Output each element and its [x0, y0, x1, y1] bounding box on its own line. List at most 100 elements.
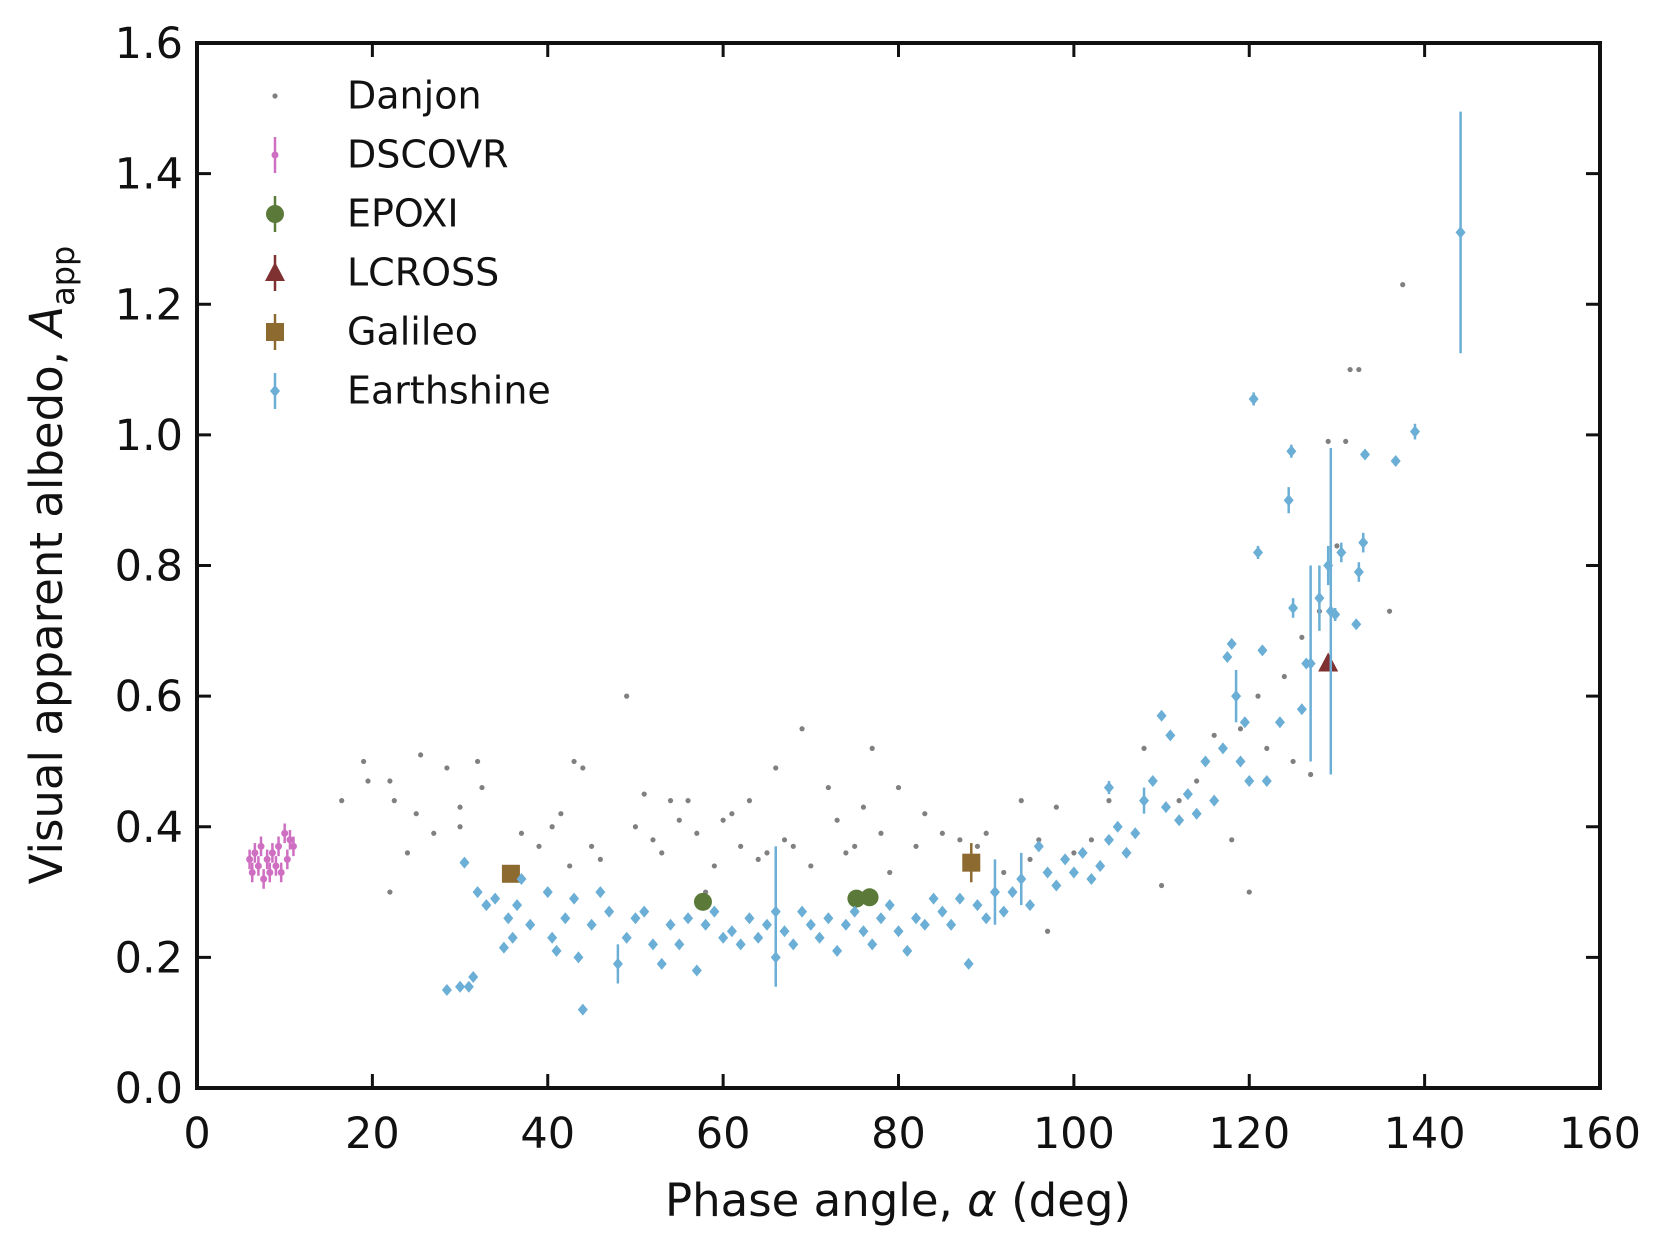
- circle-marker: [860, 888, 879, 907]
- dot: [597, 856, 603, 863]
- x-tick-label: 0: [183, 1109, 210, 1159]
- dot: [339, 798, 345, 804]
- dot: [1158, 882, 1165, 889]
- dot: [1053, 804, 1059, 810]
- diamond-marker: [1283, 494, 1294, 507]
- dot: [1018, 798, 1024, 804]
- x-label-text: Phase angle,: [665, 1174, 967, 1227]
- dot: [1246, 889, 1252, 895]
- point: [248, 868, 256, 876]
- dot: [580, 765, 586, 771]
- point: [263, 855, 271, 863]
- diamond-marker: [858, 925, 869, 938]
- diamond-marker: [1248, 392, 1259, 405]
- dot: [391, 798, 397, 804]
- dot: [1255, 693, 1261, 699]
- diamond-marker: [902, 944, 913, 957]
- diamond-marker: [1330, 608, 1341, 621]
- diamond-marker: [788, 938, 799, 951]
- dot: [457, 824, 463, 830]
- y-tick-label: 1.6: [115, 19, 183, 69]
- diamond-marker: [770, 905, 781, 918]
- diamond-marker: [840, 918, 851, 931]
- x-tick-label: 80: [871, 1109, 926, 1159]
- diamond-marker: [1257, 644, 1268, 657]
- diamond-marker: [867, 938, 878, 951]
- diamond-marker: [1359, 448, 1370, 461]
- diamond-marker: [630, 912, 641, 925]
- diamond-marker: [665, 918, 676, 931]
- point: [254, 862, 262, 870]
- diamond-marker: [1147, 775, 1158, 788]
- diamond-marker: [735, 938, 746, 951]
- circle-marker: [847, 889, 866, 908]
- dot: [711, 863, 717, 869]
- diamond-marker: [1239, 716, 1250, 729]
- x-tick-label: 120: [1208, 1109, 1290, 1159]
- diamond-marker: [1033, 840, 1044, 853]
- y-tick-label: 0.4: [115, 803, 183, 853]
- diamond-marker: [1182, 788, 1193, 801]
- legend-label: LCROSS: [347, 251, 499, 295]
- diamond-marker: [911, 912, 922, 925]
- x-tick-label: 140: [1384, 1109, 1466, 1159]
- diamond-marker: [542, 886, 553, 899]
- y-label-subscript: app: [44, 246, 82, 306]
- point: [251, 849, 259, 857]
- dot: [1141, 745, 1147, 751]
- diamond-marker: [726, 925, 737, 938]
- dot: [939, 830, 945, 836]
- diamond-marker: [595, 886, 606, 899]
- x-axis-label: Phase angle, α (deg): [665, 1174, 1131, 1227]
- x-tick-label: 20: [345, 1109, 400, 1159]
- diamond-marker: [1191, 807, 1202, 820]
- diamond-marker: [1244, 775, 1255, 788]
- x-label-symbol: α: [967, 1174, 997, 1227]
- diamond-marker: [963, 957, 974, 970]
- point: [283, 855, 291, 863]
- dot: [444, 765, 450, 771]
- dot: [1176, 798, 1182, 804]
- diamond-marker: [560, 912, 571, 925]
- y-label-text: Visual apparent albedo,: [20, 337, 73, 885]
- dot: [272, 93, 278, 99]
- diamond-marker: [989, 886, 1000, 899]
- dot: [1211, 732, 1217, 738]
- diamond-marker: [270, 385, 280, 397]
- dot: [1027, 856, 1033, 863]
- diamond-marker: [1095, 859, 1106, 872]
- diamond-marker: [1222, 650, 1233, 663]
- dot: [536, 843, 542, 849]
- dot: [549, 824, 555, 830]
- dot: [1290, 758, 1296, 765]
- diamond-marker: [1314, 592, 1325, 605]
- diamond-marker: [1351, 618, 1362, 631]
- diamond-marker: [612, 957, 623, 970]
- dot: [825, 784, 831, 791]
- dot: [773, 765, 779, 771]
- diamond-marker: [761, 918, 772, 931]
- diamond-marker: [779, 925, 790, 938]
- diamond-marker: [954, 892, 965, 905]
- diamond-marker: [512, 899, 523, 912]
- dot: [479, 784, 485, 791]
- diamond-marker: [1103, 781, 1114, 794]
- dot: [799, 726, 805, 732]
- dot: [588, 843, 595, 849]
- diamond-marker: [718, 931, 729, 944]
- diamond-marker: [472, 886, 483, 899]
- dot: [1229, 837, 1235, 843]
- diamond-marker: [1139, 794, 1150, 807]
- dot: [860, 804, 867, 810]
- triangle-marker: [1318, 652, 1339, 672]
- dot: [431, 830, 437, 836]
- diamond-marker: [498, 941, 509, 954]
- point: [257, 842, 265, 850]
- series: [339, 282, 1406, 934]
- diamond-marker: [441, 984, 452, 997]
- y-tick-label: 1.4: [115, 150, 183, 200]
- dot: [843, 850, 849, 856]
- diamond-marker: [1121, 846, 1132, 859]
- point: [271, 151, 279, 159]
